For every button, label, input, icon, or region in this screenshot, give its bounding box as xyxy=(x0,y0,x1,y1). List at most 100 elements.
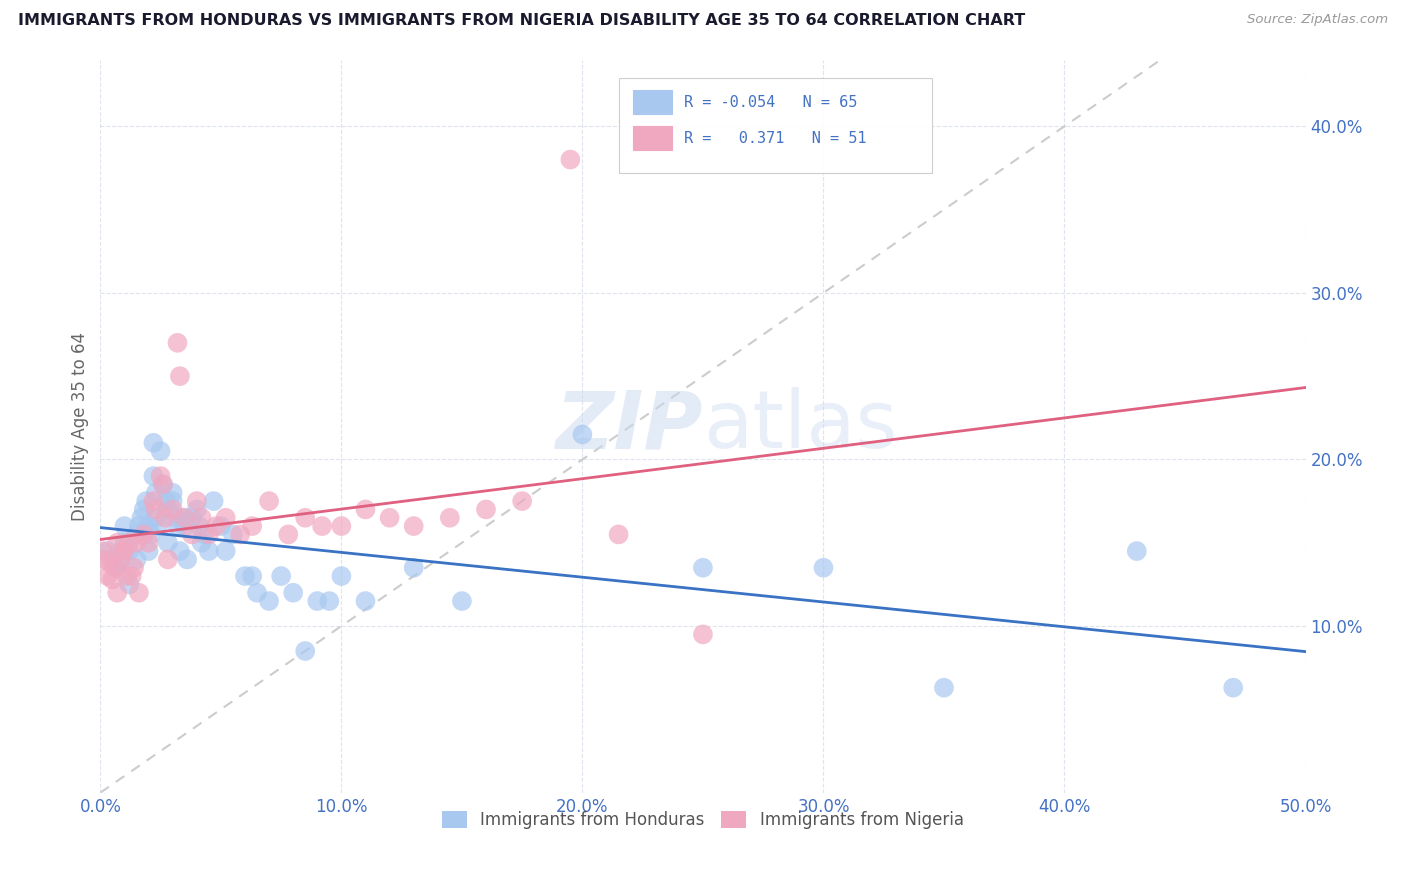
Point xyxy=(205,519,228,533)
Point xyxy=(294,510,316,524)
Point xyxy=(283,585,305,599)
Point xyxy=(132,502,155,516)
Point xyxy=(307,594,329,608)
Point xyxy=(135,494,157,508)
Point xyxy=(932,681,955,695)
Point xyxy=(111,544,134,558)
Point xyxy=(402,519,425,533)
Point xyxy=(156,552,179,566)
Point xyxy=(277,527,299,541)
Point xyxy=(215,510,238,524)
Point xyxy=(229,527,252,541)
Point xyxy=(125,552,148,566)
Point xyxy=(149,469,172,483)
FancyBboxPatch shape xyxy=(633,90,672,114)
Text: Source: ZipAtlas.com: Source: ZipAtlas.com xyxy=(1247,13,1388,27)
Point xyxy=(139,527,162,541)
Point xyxy=(165,510,187,524)
Point xyxy=(173,519,195,533)
Point xyxy=(402,560,425,574)
Point xyxy=(198,527,221,541)
Point xyxy=(114,519,136,533)
Point xyxy=(121,569,143,583)
Point xyxy=(311,519,333,533)
Point xyxy=(181,527,204,541)
Point xyxy=(181,510,204,524)
Point xyxy=(145,502,167,516)
Point xyxy=(215,544,238,558)
Point xyxy=(257,594,280,608)
Legend: Immigrants from Honduras, Immigrants from Nigeria: Immigrants from Honduras, Immigrants fro… xyxy=(436,804,970,836)
Point xyxy=(209,519,232,533)
Point xyxy=(166,335,188,350)
Point xyxy=(190,510,212,524)
Point xyxy=(97,544,120,558)
Point xyxy=(142,435,165,450)
Point xyxy=(188,519,211,533)
FancyBboxPatch shape xyxy=(633,127,672,150)
Point xyxy=(131,510,153,524)
Point xyxy=(510,494,533,508)
Point xyxy=(692,627,714,641)
Point xyxy=(169,544,191,558)
Point xyxy=(132,527,155,541)
Point xyxy=(155,494,177,508)
Point xyxy=(1126,544,1149,558)
Point xyxy=(560,153,582,167)
Point xyxy=(692,560,714,574)
Point xyxy=(149,444,172,458)
Point xyxy=(118,535,141,549)
Point xyxy=(1222,681,1244,695)
Point xyxy=(142,494,165,508)
Point xyxy=(148,519,170,533)
Point xyxy=(104,560,127,574)
Point xyxy=(240,519,263,533)
Point xyxy=(354,502,377,516)
Point xyxy=(162,485,184,500)
Point xyxy=(571,427,593,442)
Point xyxy=(91,544,114,558)
Point xyxy=(105,585,128,599)
Point xyxy=(193,527,215,541)
Point xyxy=(294,644,316,658)
Point xyxy=(475,502,498,516)
Point xyxy=(246,585,269,599)
Point xyxy=(125,535,148,549)
Point xyxy=(98,556,121,570)
Point xyxy=(607,527,630,541)
Point xyxy=(101,573,124,587)
Point xyxy=(198,544,221,558)
Point xyxy=(97,569,120,583)
Point xyxy=(176,552,198,566)
Point xyxy=(145,510,167,524)
Point xyxy=(108,556,131,570)
Text: R = -0.054   N = 65: R = -0.054 N = 65 xyxy=(683,95,858,110)
Point xyxy=(138,519,160,533)
Point xyxy=(122,560,145,574)
Point xyxy=(114,544,136,558)
Text: IMMIGRANTS FROM HONDURAS VS IMMIGRANTS FROM NIGERIA DISABILITY AGE 35 TO 64 CORR: IMMIGRANTS FROM HONDURAS VS IMMIGRANTS F… xyxy=(18,13,1025,29)
Point xyxy=(115,569,138,583)
Point xyxy=(94,552,117,566)
Point xyxy=(166,519,188,533)
Point xyxy=(378,510,401,524)
Point xyxy=(190,535,212,549)
Text: R =   0.371   N = 51: R = 0.371 N = 51 xyxy=(683,130,866,145)
Point xyxy=(108,552,131,566)
Point xyxy=(142,469,165,483)
Point xyxy=(186,502,208,516)
FancyBboxPatch shape xyxy=(619,78,932,173)
Text: atlas: atlas xyxy=(703,387,897,465)
Point xyxy=(132,527,155,541)
Point xyxy=(162,494,184,508)
Point xyxy=(156,502,179,516)
Point xyxy=(439,510,461,524)
Point xyxy=(354,594,377,608)
Point xyxy=(257,494,280,508)
Point xyxy=(451,594,474,608)
Point xyxy=(118,577,141,591)
Point xyxy=(169,369,191,384)
Point xyxy=(145,485,167,500)
Point xyxy=(152,477,174,491)
Point xyxy=(128,519,150,533)
